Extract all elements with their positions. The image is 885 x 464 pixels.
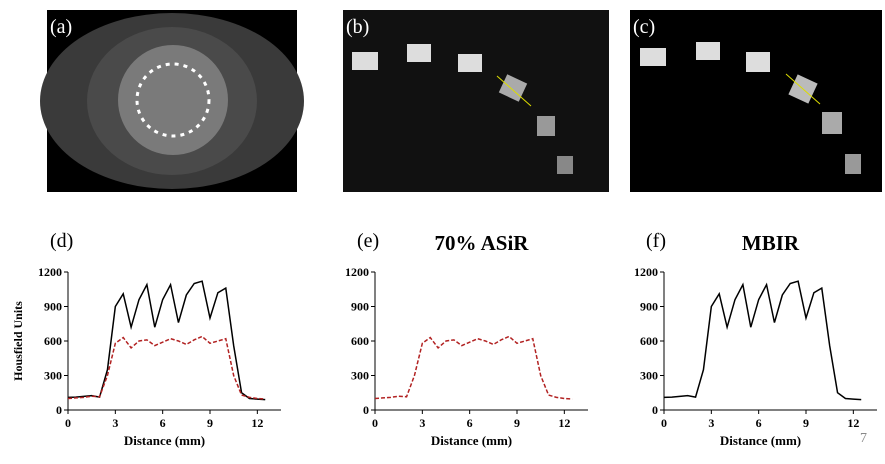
page-number: 7 (860, 431, 867, 446)
y-tick-label: 900 (44, 300, 62, 314)
y-tick-label: 900 (640, 300, 658, 314)
x-tick-label: 12 (251, 416, 263, 430)
x-tick-label: 12 (847, 416, 859, 430)
y-tick-label: 1200 (634, 265, 658, 279)
y-tick-label: 0 (363, 403, 369, 417)
y-tick-label: 0 (56, 403, 62, 417)
ct-image-b: (b) (343, 10, 609, 192)
panel-label: (c) (633, 16, 655, 38)
chart-title: MBIR (742, 231, 800, 255)
y-tick-label: 600 (640, 334, 658, 348)
panel-label: (a) (50, 16, 72, 38)
ct-image-c: (c) (630, 10, 882, 192)
x-tick-label: 0 (372, 416, 378, 430)
y-tick-label: 1200 (345, 265, 369, 279)
data-line (375, 336, 572, 399)
x-tick-label: 9 (803, 416, 809, 430)
y-axis-label: Housfield Units (11, 301, 25, 381)
y-tick-label: 300 (44, 369, 62, 383)
x-tick-label: 6 (756, 416, 762, 430)
data-line (68, 336, 265, 399)
x-tick-label: 0 (65, 416, 71, 430)
y-tick-label: 300 (640, 369, 658, 383)
x-axis-label: Distance (mm) (124, 433, 205, 448)
x-axis-label: Distance (mm) (720, 433, 801, 448)
panel-label: (d) (50, 230, 73, 252)
data-line (664, 281, 861, 399)
x-tick-label: 3 (419, 416, 425, 430)
x-tick-label: 12 (558, 416, 570, 430)
x-tick-label: 3 (112, 416, 118, 430)
page: (a) (b) (c) 7 (d)03006009001200036912Dis… (0, 0, 885, 464)
y-tick-label: 900 (351, 300, 369, 314)
figure: (a) (b) (c) 7 (d)03006009001200036912Dis… (0, 0, 885, 459)
x-tick-label: 9 (514, 416, 520, 430)
x-tick-label: 0 (661, 416, 667, 430)
x-tick-label: 3 (708, 416, 714, 430)
x-tick-label: 9 (207, 416, 213, 430)
chart-title: 70% ASiR (435, 231, 530, 255)
panel-label: (f) (646, 230, 666, 252)
x-tick-label: 6 (467, 416, 473, 430)
panel-label: (b) (346, 16, 369, 38)
x-axis-label: Distance (mm) (431, 433, 512, 448)
y-tick-label: 1200 (38, 265, 62, 279)
y-tick-label: 600 (44, 334, 62, 348)
panel-label: (e) (357, 230, 379, 252)
y-tick-label: 300 (351, 369, 369, 383)
x-tick-label: 6 (160, 416, 166, 430)
y-tick-label: 600 (351, 334, 369, 348)
ct-image-a: (a) (40, 10, 304, 192)
y-tick-label: 0 (652, 403, 658, 417)
